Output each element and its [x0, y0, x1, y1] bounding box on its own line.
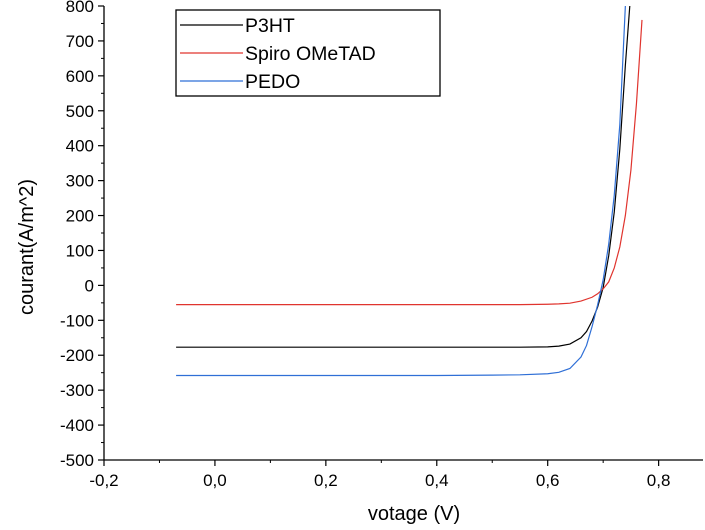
series-line-pedo	[176, 5, 626, 377]
series-line-spiro-ometad	[176, 19, 643, 306]
x-axis-title: votage (V)	[368, 503, 460, 525]
y-tick-label: 300	[66, 172, 94, 191]
y-tick-label: 800	[66, 0, 94, 16]
x-tick-label: -0,2	[89, 471, 118, 490]
y-tick-label: -500	[60, 451, 94, 470]
y-tick-label: 700	[66, 32, 94, 51]
y-tick-label: -200	[60, 346, 94, 365]
y-tick-label: -300	[60, 381, 94, 400]
x-tick-label: 0,0	[203, 471, 227, 490]
x-tick-label: 0,8	[647, 471, 671, 490]
y-tick-label: 500	[66, 102, 94, 121]
series-lines	[176, 5, 643, 377]
y-tick-label: 400	[66, 137, 94, 156]
x-tick-label: 0,6	[536, 471, 560, 490]
axes: -500 -400 -300 -200 -100 0 100 200 300 400 500 600 7…	[60, 0, 703, 490]
legend-label: PEDO	[245, 71, 300, 93]
y-tick-label: -400	[60, 416, 94, 435]
series-line-p3ht	[176, 5, 631, 348]
legend-label: P3HT	[245, 15, 295, 37]
x-tick-label: 0,4	[425, 471, 449, 490]
y-tick-label: 0	[85, 276, 94, 295]
legend: P3HT Spiro OMeTAD PEDO	[175, 9, 441, 97]
y-tick-label: 100	[66, 241, 94, 260]
y-tick-label: 600	[66, 67, 94, 86]
y-tick-label: 200	[66, 207, 94, 226]
legend-label: Spiro OMeTAD	[245, 43, 376, 65]
x-tick-label: 0,2	[314, 471, 338, 490]
y-axis-title: courant(A/m^2)	[16, 179, 38, 315]
y-tick-label: -100	[60, 311, 94, 330]
